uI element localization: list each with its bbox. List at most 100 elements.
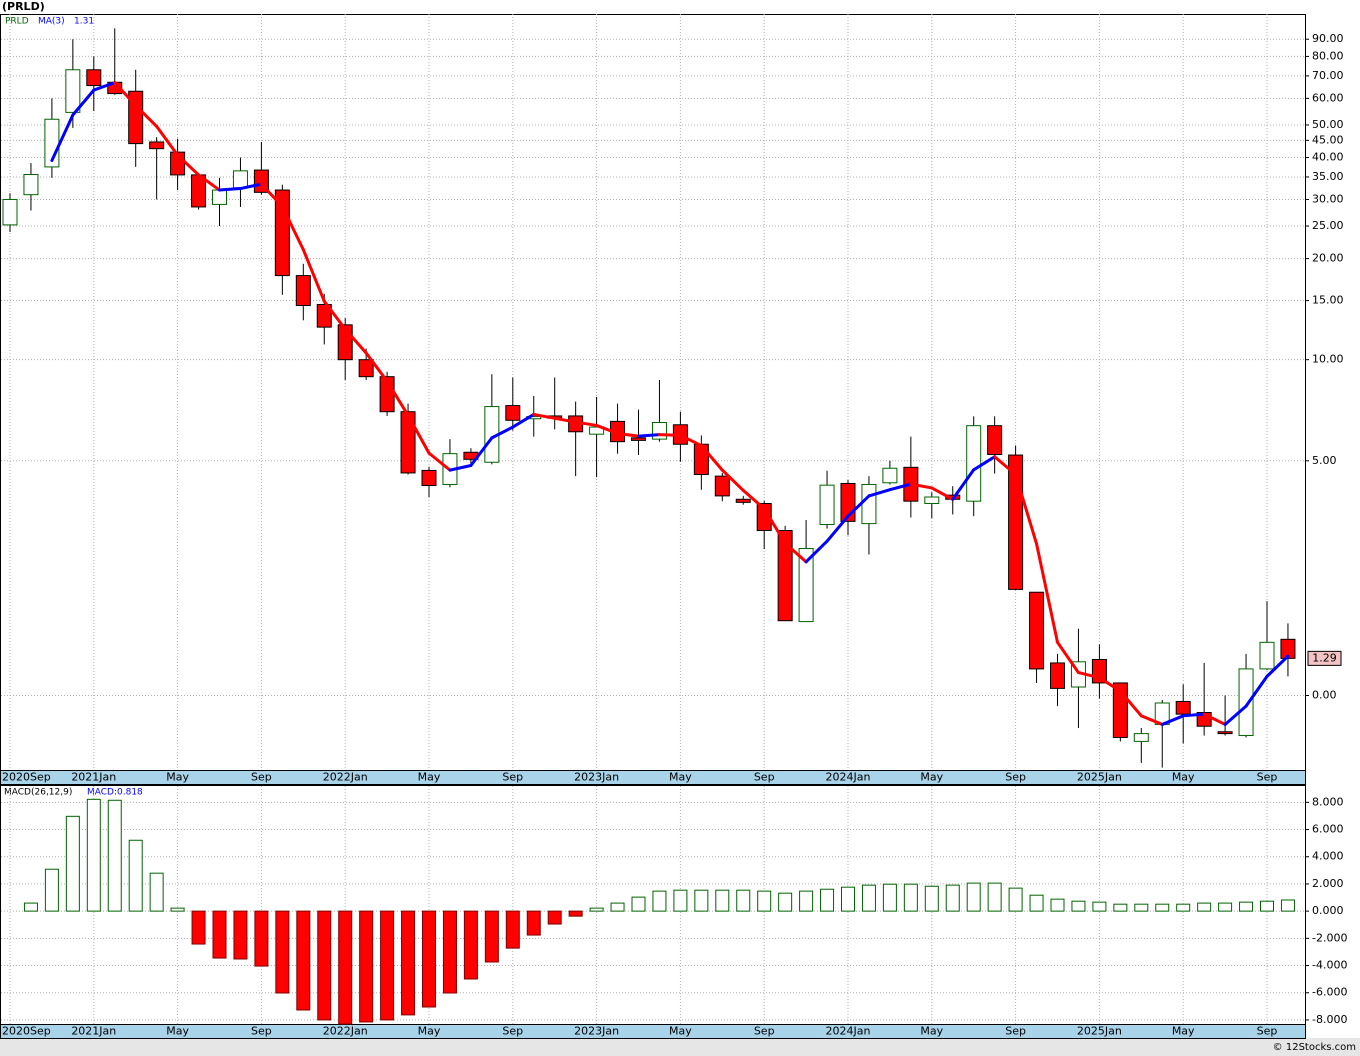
candle-body	[400, 411, 416, 474]
ma-line	[176, 153, 201, 177]
ma-line	[888, 482, 913, 492]
macd-bar	[568, 910, 583, 917]
y-tick-label: 2.000	[1312, 877, 1344, 890]
candle-body	[1050, 662, 1065, 689]
candle-body	[358, 359, 374, 378]
x-tick-label: 2023Jan	[574, 771, 619, 784]
macd-bar	[107, 799, 122, 912]
ma-line	[930, 486, 955, 501]
y-tick-label: 10.00	[1312, 353, 1344, 366]
ma-line	[469, 436, 494, 468]
macd-bar	[841, 886, 855, 912]
x-tick-label: Sep	[251, 771, 272, 784]
y-tick-label: 4.000	[1312, 850, 1344, 863]
ma-line	[909, 482, 934, 490]
candle-body	[861, 483, 877, 525]
y-tick-label: 35.00	[1312, 170, 1344, 183]
ma-line	[343, 327, 368, 355]
macd-bar	[191, 910, 206, 945]
macd-bar	[526, 910, 541, 936]
ma-line	[637, 433, 661, 438]
x-tick-label: May	[920, 771, 943, 784]
macd-bar	[296, 910, 311, 1011]
y-tick-label: 50.00	[1312, 118, 1344, 131]
ma-line	[1035, 542, 1059, 644]
macd-value: MACD:0.818	[87, 788, 143, 798]
ma-line	[1244, 674, 1269, 708]
macd-bar	[23, 902, 38, 912]
y-tick-label: -6.000	[1312, 986, 1347, 999]
ma-line	[1223, 704, 1248, 726]
y-tick-label: 40.00	[1312, 151, 1344, 164]
macd-bar	[254, 910, 269, 967]
footer-bar	[0, 1038, 1360, 1056]
x-tick-label: 2022Jan	[323, 1025, 368, 1038]
y-tick-label: 25.00	[1312, 219, 1344, 232]
candle-body	[924, 496, 940, 505]
y-tick-label: -4.000	[1312, 959, 1347, 972]
y-tick-label: 20.00	[1312, 252, 1344, 265]
ma-line	[532, 412, 557, 420]
ma-line	[1097, 676, 1122, 693]
macd-bar	[380, 910, 395, 1021]
ma-line	[113, 81, 138, 107]
y-tick-label: 15.00	[1312, 294, 1344, 307]
macd-bar	[1218, 902, 1233, 912]
y-tick-label: 45.00	[1312, 133, 1344, 146]
y-tick-label: 60.00	[1312, 91, 1344, 104]
x-tick-label: May	[920, 1025, 943, 1038]
ma-line	[1118, 689, 1143, 718]
x-tick-label: Sep	[1005, 1025, 1026, 1038]
candle-body	[295, 275, 311, 306]
macd-bar	[1113, 903, 1128, 912]
macd-bar	[631, 896, 646, 912]
candle-body	[128, 90, 144, 145]
ma-line	[1014, 473, 1039, 546]
ma-line	[678, 433, 703, 448]
legend-ticker: PRLD	[5, 17, 29, 27]
ma-line	[616, 431, 640, 438]
ma-line	[720, 468, 745, 492]
x-tick-label: May	[166, 1025, 189, 1038]
macd-bar	[86, 798, 101, 912]
macd-bar	[799, 890, 814, 912]
macd-bar	[861, 884, 876, 912]
footer: © 12Stocks.com	[1273, 1042, 1356, 1053]
x-tick-label: 2022Jan	[323, 771, 368, 784]
candle-body	[756, 503, 772, 531]
macd-bar	[212, 910, 227, 959]
x-tick-label: 2023Jan	[574, 1025, 619, 1038]
candle-body	[882, 467, 898, 484]
legend-ma: MA(3)	[38, 17, 65, 27]
x-tick-label: May	[669, 771, 692, 784]
ma-line	[1202, 712, 1227, 726]
macd-bar	[505, 910, 520, 949]
macd-bar	[463, 910, 478, 980]
x-tick-label: Sep	[251, 1025, 272, 1038]
candle-body	[65, 69, 81, 113]
price-tag	[1307, 650, 1342, 666]
macd-bar	[484, 910, 499, 963]
ma-line	[1076, 671, 1101, 680]
price-tag-label: 1.29	[1312, 651, 1337, 664]
ma-line	[951, 468, 976, 501]
candle-body	[693, 443, 709, 476]
macd-bar	[65, 815, 80, 912]
ma-line	[762, 507, 787, 545]
ma-line	[1139, 714, 1164, 726]
ma-line	[364, 351, 389, 383]
macd-bar	[1029, 894, 1044, 912]
macd-bar	[715, 889, 730, 912]
macd-bar	[233, 910, 248, 960]
macd-bar	[945, 884, 960, 912]
y-tick-label: 80.00	[1312, 49, 1344, 62]
macd-bar	[275, 910, 290, 994]
macd-bar	[757, 890, 772, 912]
ma-line	[71, 88, 96, 117]
ma-line	[1265, 654, 1290, 678]
macd-bar	[1071, 900, 1086, 912]
x-tick-label: Sep	[502, 1025, 523, 1038]
macd-bar	[610, 902, 625, 912]
x-tick-label: Sep	[1257, 771, 1278, 784]
